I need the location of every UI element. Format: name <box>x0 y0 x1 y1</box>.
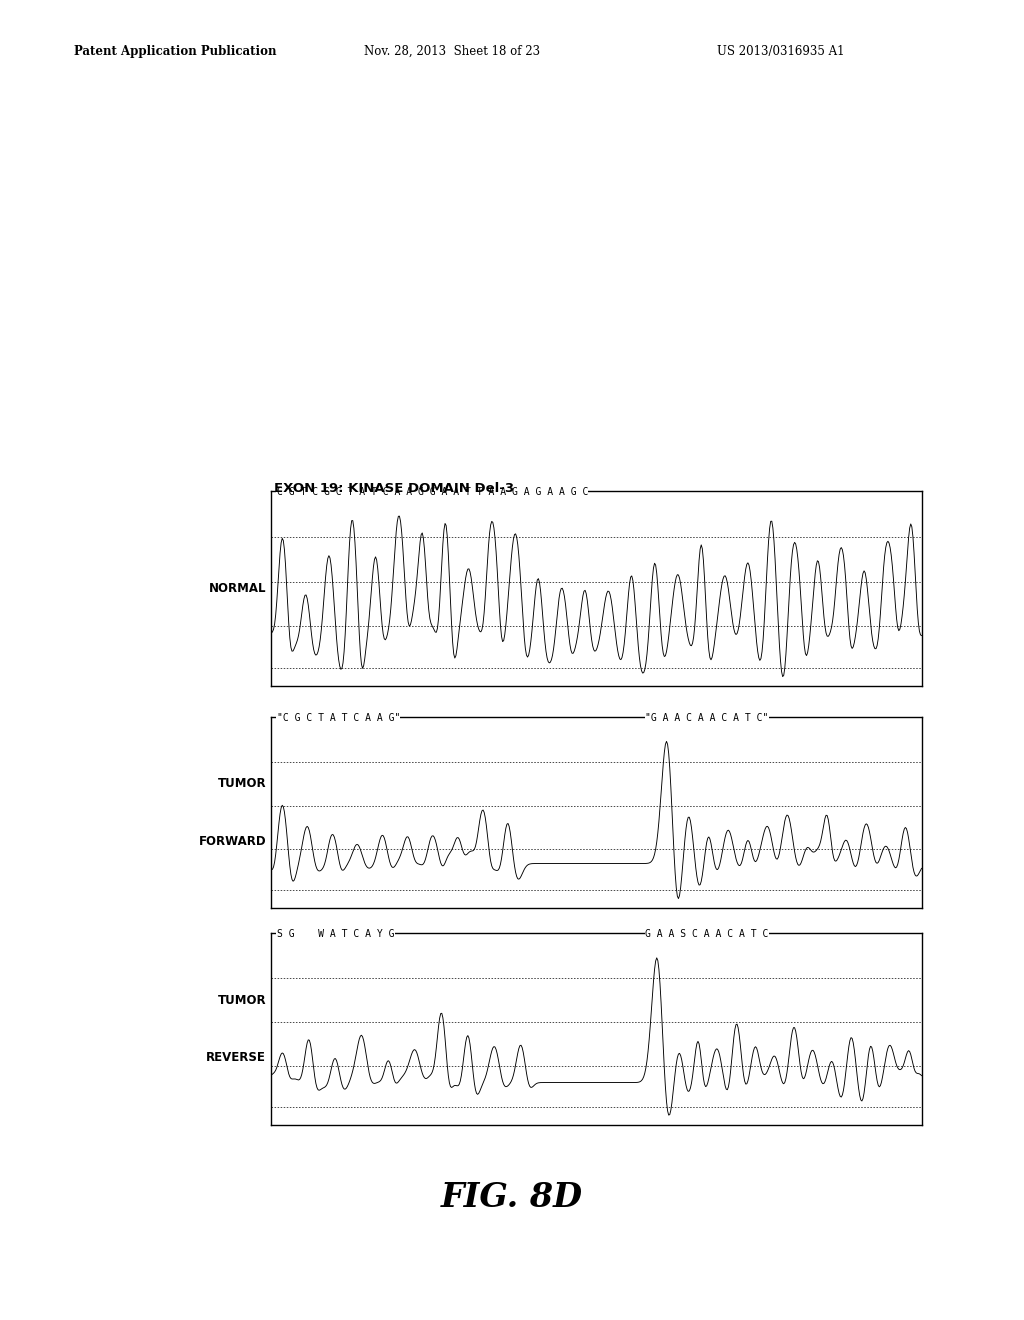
Text: NORMAL: NORMAL <box>209 582 266 595</box>
Text: Nov. 28, 2013  Sheet 18 of 23: Nov. 28, 2013 Sheet 18 of 23 <box>364 45 540 58</box>
Text: FORWARD: FORWARD <box>199 834 266 847</box>
Text: FIG. 8D: FIG. 8D <box>441 1181 583 1214</box>
Text: US 2013/0316935 A1: US 2013/0316935 A1 <box>717 45 845 58</box>
Text: C G T C G C T A T C A A G G A A T T A A G A G A A G C: C G T C G C T A T C A A G G A A T T A A … <box>276 487 588 498</box>
Text: "G A A C A A C A T C": "G A A C A A C A T C" <box>645 713 769 723</box>
Text: TUMOR: TUMOR <box>218 777 266 791</box>
Text: G A A S C A A C A T C: G A A S C A A C A T C <box>645 929 769 940</box>
Text: TUMOR: TUMOR <box>218 994 266 1007</box>
Text: EXON 19: KINASE DOMAIN Del-3: EXON 19: KINASE DOMAIN Del-3 <box>274 482 514 495</box>
Text: S G    W A T C A Y G: S G W A T C A Y G <box>276 929 394 940</box>
Text: REVERSE: REVERSE <box>207 1051 266 1064</box>
Text: "C G C T A T C A A G": "C G C T A T C A A G" <box>276 713 400 723</box>
Text: Patent Application Publication: Patent Application Publication <box>74 45 276 58</box>
